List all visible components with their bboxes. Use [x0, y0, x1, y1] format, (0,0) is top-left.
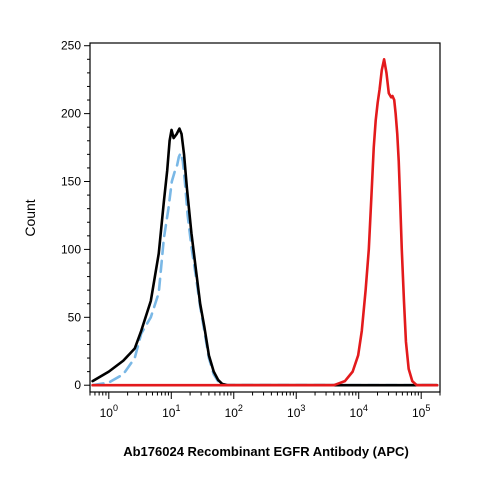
x-tick-label: 100: [100, 403, 118, 420]
y-tick-label: 0: [74, 378, 81, 392]
x-tick-label: 103: [287, 403, 305, 420]
y-axis-title: Count: [22, 199, 38, 236]
x-axis-title: Ab176024 Recombinant EGFR Antibody (APC): [123, 444, 409, 459]
y-tick-label: 200: [61, 107, 81, 121]
plot-frame: [89, 42, 441, 393]
y-axis: 0 50 100 150 200 250: [61, 39, 90, 392]
x-tick-label: 105: [412, 403, 430, 420]
x-tick-label: 102: [225, 403, 243, 420]
x-axis: 100 101 102 103 104 105: [89, 392, 441, 420]
series-line-3: [91, 58, 439, 387]
series-layer: [91, 58, 439, 387]
y-tick-label: 250: [61, 39, 81, 53]
y-tick-label: 50: [68, 310, 82, 324]
x-tick-label: 104: [350, 403, 368, 420]
y-tick-label: 150: [61, 175, 81, 189]
y-tick-label: 100: [61, 242, 81, 256]
x-tick-label: 101: [162, 403, 180, 420]
